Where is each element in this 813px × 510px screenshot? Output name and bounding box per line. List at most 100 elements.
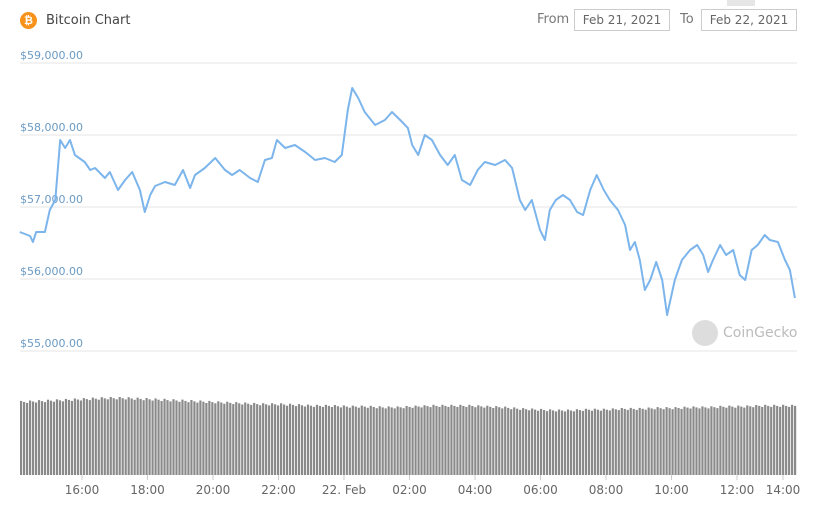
volume-bar — [489, 406, 492, 475]
volume-bar — [300, 405, 304, 475]
y-tick-label: $55,000.00 — [20, 337, 83, 350]
volume-bar — [157, 399, 160, 475]
volume-bar — [731, 406, 734, 475]
x-tick-label: 10:00 — [654, 483, 689, 497]
volume-bar — [223, 403, 226, 475]
volume-bar — [719, 405, 722, 475]
volume-bar — [49, 400, 53, 475]
volume-bar — [58, 400, 62, 475]
volume-bar — [605, 409, 608, 475]
volume-bar — [551, 410, 555, 475]
volume-bar — [677, 408, 680, 475]
volume-bar — [256, 404, 259, 475]
volume-bar — [333, 405, 336, 475]
volume-bar — [217, 401, 220, 475]
volume-bar — [378, 406, 381, 475]
volume-bar — [238, 403, 241, 475]
volume-bar — [124, 399, 127, 475]
volume-bar — [363, 406, 366, 475]
volume-bar — [127, 397, 130, 475]
volume-bar — [680, 408, 683, 475]
volume-bar — [644, 409, 647, 475]
volume-bar — [172, 399, 175, 475]
to-date-input[interactable]: Feb 22, 2021 — [701, 9, 797, 31]
volume-bar — [211, 402, 214, 475]
volume-bar — [531, 408, 534, 475]
volume-bar — [614, 409, 617, 475]
volume-bar — [196, 402, 199, 475]
volume-bar — [668, 408, 671, 475]
volume-bar — [554, 411, 558, 475]
volume-bar — [647, 407, 650, 475]
volume-bar — [220, 402, 223, 475]
volume-bar — [611, 408, 614, 475]
volume-bar — [599, 410, 602, 475]
volume-bar — [608, 410, 611, 475]
volume-bar — [743, 407, 746, 475]
volume-bar — [115, 399, 118, 475]
volume-bar — [321, 406, 325, 475]
volume-bar — [265, 404, 268, 475]
volume-bar — [602, 408, 605, 475]
volume-bar — [342, 405, 345, 475]
volume-bar — [271, 403, 274, 475]
volume-bar — [689, 408, 692, 475]
volume-bar — [103, 398, 106, 475]
volume-bar — [52, 401, 56, 475]
volume-bar — [160, 401, 163, 475]
volume-bar — [145, 398, 148, 475]
volume-bar — [22, 401, 26, 475]
volume-bar — [315, 404, 319, 475]
volume-bar — [55, 399, 59, 475]
volume-bar — [698, 408, 701, 475]
volume-bar — [82, 398, 85, 475]
x-tick-label: 18:00 — [130, 483, 165, 497]
volume-bar — [354, 406, 357, 475]
volume-bar — [638, 407, 641, 475]
volume-bar — [247, 403, 250, 475]
volume-bar — [372, 407, 375, 475]
volume-bar — [274, 404, 277, 475]
volume-bar — [199, 400, 202, 475]
volume-bar — [773, 404, 776, 475]
volume-bar — [620, 408, 623, 475]
volume-bar — [728, 405, 731, 475]
volume-bar — [76, 399, 79, 475]
volume-bar — [327, 405, 330, 475]
volume-bar — [764, 404, 767, 475]
volume-bar — [692, 406, 695, 475]
volume-bar — [581, 410, 585, 475]
volume-bar — [566, 409, 570, 475]
volume-bar — [525, 409, 528, 475]
volume-bar — [339, 407, 342, 475]
volume-bar — [148, 399, 151, 475]
volume-bar — [309, 405, 313, 475]
volume-bar — [408, 406, 411, 475]
volume-bar — [504, 406, 507, 475]
volume-bar — [563, 411, 567, 475]
volume-bar — [438, 406, 441, 475]
volume-bar — [653, 409, 656, 475]
x-tick-label: 22:00 — [261, 483, 296, 497]
volume-bar — [776, 405, 779, 475]
volume-bar — [139, 398, 142, 475]
volume-bar — [788, 406, 791, 475]
volume-bar — [716, 408, 719, 475]
volume-bar — [501, 408, 504, 475]
volume-bar — [112, 398, 115, 475]
volume-bar — [477, 405, 480, 475]
volume-bar — [381, 407, 384, 475]
volume-bar — [495, 406, 498, 475]
volume-bar — [453, 405, 456, 475]
volume-bar — [232, 404, 235, 475]
x-tick-label: 04:00 — [458, 483, 493, 497]
volume-bar — [202, 401, 205, 475]
volume-bar — [513, 407, 516, 475]
from-date-input[interactable]: Feb 21, 2021 — [574, 9, 670, 31]
to-label: To — [680, 12, 694, 27]
volume-bar — [713, 407, 716, 475]
volume-bar — [97, 399, 100, 475]
volume-bar — [483, 407, 486, 475]
volume-bar — [572, 411, 576, 475]
